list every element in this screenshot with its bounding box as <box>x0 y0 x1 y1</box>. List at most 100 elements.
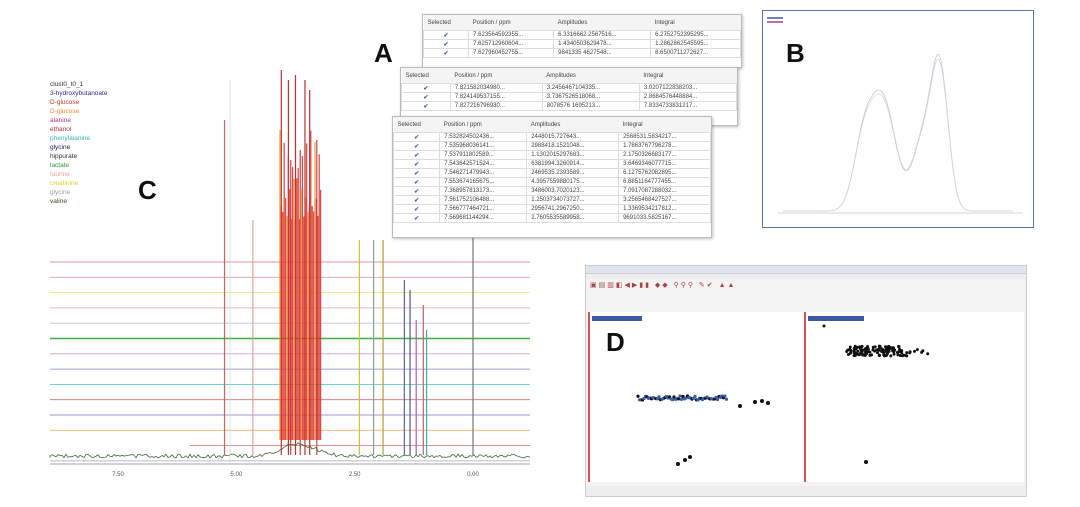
panel-label-d: D <box>606 327 625 358</box>
selected-checkbox[interactable]: ✔ <box>394 142 440 151</box>
data-point <box>753 400 757 404</box>
column-header[interactable]: Integral <box>639 68 736 84</box>
table-cell: 2956741.2967250... <box>527 205 619 214</box>
x-tick-label: 2.50 <box>349 472 361 478</box>
table-cell: 7.623564592355... <box>469 31 554 40</box>
table-cell: 7.627960452755... <box>469 49 554 58</box>
column-header[interactable]: Selected <box>402 68 451 84</box>
peak-table-1[interactable]: Selected Position / ppm Amplitudes Integral… <box>422 14 742 68</box>
data-point <box>858 353 861 356</box>
selected-checkbox[interactable]: ✔ <box>402 102 451 111</box>
data-point <box>916 348 919 351</box>
table-row[interactable]: ✔ 7.532824502436... 2448015.727643... 25685… <box>394 133 711 142</box>
table-row[interactable]: ✔ 7.543642571524... 6381994.3260914... 3.64… <box>394 160 711 169</box>
table-cell: 8078576 1695213... <box>542 102 639 111</box>
column-header[interactable]: Integral <box>651 15 741 31</box>
scatter-right <box>806 312 1024 482</box>
table-row[interactable]: ✔ 7.824149537155... 3.7367526518068... 2.86… <box>402 93 737 102</box>
selection-bar <box>808 316 864 321</box>
column-header[interactable]: Amplitudes <box>542 68 639 84</box>
table-cell: 7.625712960604... <box>469 40 554 49</box>
data-point <box>864 460 868 464</box>
selected-checkbox[interactable]: ✔ <box>424 31 469 40</box>
table-cell: 7.827216796930... <box>450 102 542 111</box>
data-point <box>738 404 742 408</box>
table-row[interactable]: ✔ 7.537911802589... 1.1302015297683... 2.17… <box>394 151 711 160</box>
selected-checkbox[interactable]: ✔ <box>394 187 440 196</box>
selected-checkbox[interactable]: ✔ <box>394 160 440 169</box>
data-point <box>909 350 912 353</box>
table-cell: 8.6500711272627... <box>651 49 741 58</box>
data-point <box>898 348 901 351</box>
panel-label-b: B <box>786 38 805 69</box>
table-row[interactable]: ✔ 7.569681144294... 2.7605535589958... 9691… <box>394 214 711 223</box>
table-row[interactable]: ✔ 7.368957813173... 3486003.7020123... 7.09… <box>394 187 711 196</box>
table-cell: 7.546271479943... <box>440 169 527 178</box>
table-row[interactable]: ✔ 7.561752106488... 1.2503734073727... 3.25… <box>394 196 711 205</box>
data-point <box>677 397 680 400</box>
peak-table-3[interactable]: Selected Position / ppm Amplitudes Integral… <box>392 116 712 238</box>
table-row[interactable]: ✔ 7.827216796930... 8078576 1695213... 7.83… <box>402 102 737 111</box>
column-header[interactable]: Selected <box>394 117 440 133</box>
table-cell: 1.4340503629478... <box>554 40 651 49</box>
toolbar[interactable]: ▣▤▥◧◀▶▮▮ ◆◆ ⚲⚲⚲ ✎✔ ▲▲ <box>586 279 1026 299</box>
data-point <box>896 351 899 354</box>
selected-checkbox[interactable]: ✔ <box>424 49 469 58</box>
data-point <box>920 351 923 354</box>
plot-view-right[interactable] <box>804 312 1024 482</box>
table-cell: 3.2456467104335... <box>542 84 639 93</box>
data-point <box>678 394 681 397</box>
table-row[interactable]: ✔ 7.535968036141... 2988418.1521048... 1.78… <box>394 142 711 151</box>
selected-checkbox[interactable]: ✔ <box>402 93 451 102</box>
table-cell: 7.0917087288032... <box>619 187 711 196</box>
toolbar-icons[interactable]: ▣▤▥◧◀▶▮▮ ◆◆ ⚲⚲⚲ ✎✔ ▲▲ <box>590 282 736 289</box>
table-row[interactable]: ✔ 7.821582034980... 3.2456467104335... 3.02… <box>402 84 737 93</box>
column-header[interactable]: Selected <box>424 15 469 31</box>
data-point <box>877 347 880 350</box>
table-cell: 2469535.2393589... <box>527 169 619 178</box>
selected-checkbox[interactable]: ✔ <box>394 133 440 142</box>
selection-bar <box>592 316 642 321</box>
data-point <box>873 350 876 353</box>
selected-checkbox[interactable]: ✔ <box>394 205 440 214</box>
table-row[interactable]: ✔ 7.623564592355... 6.3316662 2567516... 6.… <box>424 31 741 40</box>
data-point <box>760 399 764 403</box>
table-cell: 7.566777464721... <box>440 205 527 214</box>
x-tick-label: 0.00 <box>467 472 479 478</box>
table-cell: 9691033.5825167... <box>619 214 711 223</box>
selected-checkbox[interactable]: ✔ <box>394 169 440 178</box>
selected-checkbox[interactable]: ✔ <box>394 214 440 223</box>
selected-checkbox[interactable]: ✔ <box>394 151 440 160</box>
data-point <box>905 351 908 354</box>
data-point <box>889 354 892 357</box>
panel-label-a: A <box>374 38 393 69</box>
table-cell: 7.824149537155... <box>450 93 542 102</box>
data-point <box>845 350 848 353</box>
column-header[interactable]: Position / ppm <box>469 15 554 31</box>
selected-checkbox[interactable]: ✔ <box>394 178 440 187</box>
table-row[interactable]: ✔ 7.553674165675... 4.3957559880175... 6.68… <box>394 178 711 187</box>
table-cell: 3.6469346077715... <box>619 160 711 169</box>
panel-d-application-window: ▣▤▥◧◀▶▮▮ ◆◆ ⚲⚲⚲ ✎✔ ▲▲ <box>585 265 1027 497</box>
table-cell: 2.1750326683177... <box>619 151 711 160</box>
table-row[interactable]: ✔ 7.627960452755... 9841335 4627548... 8.65… <box>424 49 741 58</box>
column-header[interactable]: Amplitudes <box>554 15 651 31</box>
selected-checkbox[interactable]: ✔ <box>424 40 469 49</box>
data-point <box>864 354 867 357</box>
column-header[interactable]: Integral <box>619 117 711 133</box>
table-cell: 7.553674165675... <box>440 178 527 187</box>
x-tick-label: 5.00 <box>230 472 242 478</box>
table-cell: 3.0207122838203... <box>639 84 736 93</box>
data-point <box>693 395 696 398</box>
selected-checkbox[interactable]: ✔ <box>394 196 440 205</box>
selected-checkbox[interactable]: ✔ <box>402 84 451 93</box>
column-header[interactable]: Amplitudes <box>527 117 619 133</box>
table-cell: 3486003.7020123... <box>527 187 619 196</box>
table-row[interactable]: ✔ 7.625712960604... 1.4340503629478... 1.28… <box>424 40 741 49</box>
column-header[interactable]: Position / ppm <box>450 68 542 84</box>
table-row[interactable]: ✔ 7.566777464721... 2956741.2967250... 1.33… <box>394 205 711 214</box>
data-point <box>878 354 881 357</box>
column-header[interactable]: Position / ppm <box>440 117 527 133</box>
data-point <box>716 398 719 401</box>
table-row[interactable]: ✔ 7.546271479943... 2469535.2393589... 6.12… <box>394 169 711 178</box>
